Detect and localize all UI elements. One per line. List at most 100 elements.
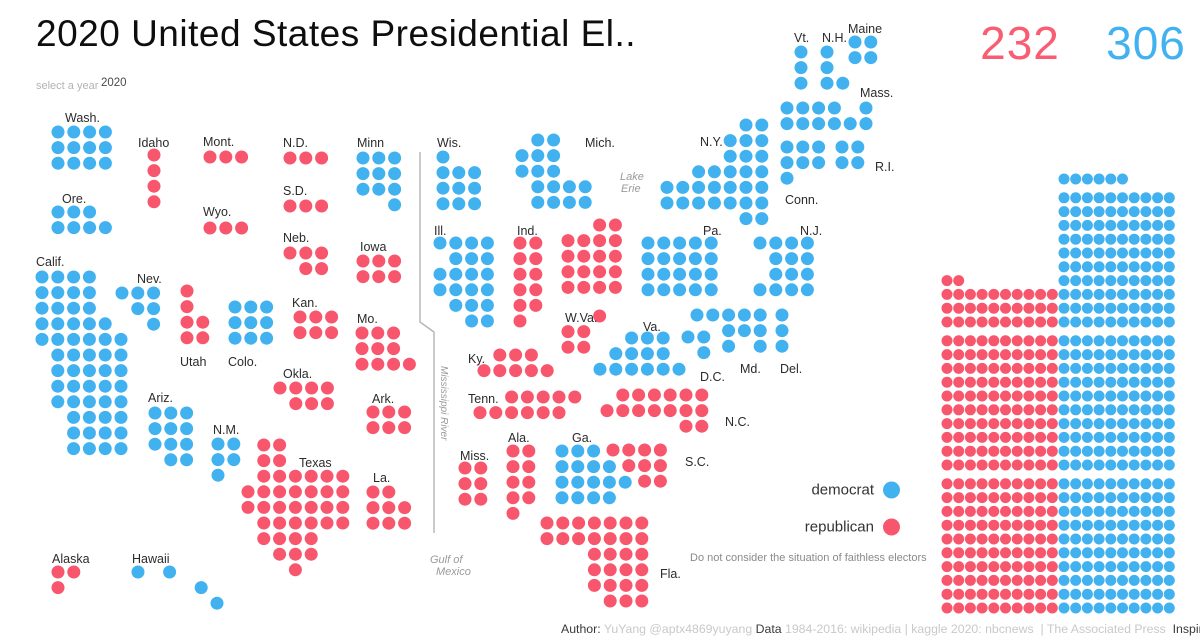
state-dot-ariz[interactable] [164,453,178,467]
tally-dot-republican[interactable] [1035,431,1047,443]
tally-dot-democrat[interactable] [1140,588,1152,600]
state-dot-del[interactable] [775,324,789,338]
tally-dot-republican[interactable] [1000,547,1011,559]
state-dot-nj[interactable] [753,236,767,250]
tally-dot-republican[interactable] [953,519,965,531]
state-dot-kan[interactable] [325,310,339,324]
tally-dot-republican[interactable] [964,349,976,361]
state-dot-ariz[interactable] [148,437,162,451]
state-dot-neb[interactable] [315,246,329,260]
tally-dot-democrat[interactable] [1117,362,1128,374]
state-dot-tenn[interactable] [505,406,519,420]
state-dot-wis[interactable] [436,181,450,195]
state-dot-calif[interactable] [114,348,128,362]
tally-dot-democrat[interactable] [1070,302,1082,314]
state-dot-nc[interactable] [600,404,614,418]
state-dot-colo[interactable] [244,331,258,345]
tally-dot-democrat[interactable] [1093,547,1105,559]
tally-dot-democrat[interactable] [1081,192,1093,204]
tally-dot-democrat[interactable] [1081,574,1093,586]
state-dot-minn[interactable] [388,151,402,165]
tally-dot-republican[interactable] [1000,505,1011,517]
state-dot-mont[interactable] [219,150,233,164]
state-dot-mich[interactable] [515,164,529,178]
state-dot-la[interactable] [366,501,380,515]
tally-dot-republican[interactable] [964,316,976,328]
tally-dot-republican[interactable] [1011,431,1023,443]
state-dot-la[interactable] [398,516,412,530]
state-dot-ore[interactable] [67,205,81,219]
tally-dot-republican[interactable] [941,533,953,545]
state-dot-calif[interactable] [67,301,81,315]
tally-dot-democrat[interactable] [1058,302,1070,314]
tally-dot-republican[interactable] [1011,404,1023,416]
state-dot-texas[interactable] [273,438,287,452]
tally-dot-democrat[interactable] [1105,418,1117,430]
tally-dot-democrat[interactable] [1163,478,1175,490]
tally-dot-democrat[interactable] [1081,547,1093,559]
state-dot-calif[interactable] [51,395,65,409]
state-dot-hawaii[interactable] [131,565,145,579]
tally-dot-republican[interactable] [1011,561,1023,573]
tally-dot-democrat[interactable] [1081,302,1093,314]
state-dot-texas[interactable] [320,516,334,530]
state-dot-wash[interactable] [67,125,81,139]
state-dot-conn[interactable] [812,140,826,154]
tally-dot-republican[interactable] [1023,445,1035,457]
state-dot-mass[interactable] [827,101,841,115]
state-dot-texas[interactable] [273,532,287,546]
tally-dot-republican[interactable] [1023,602,1035,614]
state-dot-ariz[interactable] [148,422,162,436]
state-dot-idaho[interactable] [147,148,161,162]
state-dot-va[interactable] [625,347,639,361]
tally-dot-democrat[interactable] [1163,362,1175,374]
tally-dot-democrat[interactable] [1070,206,1082,218]
tally-dot-republican[interactable] [1023,519,1035,531]
state-dot-nc[interactable] [695,404,709,418]
tally-dot-democrat[interactable] [1117,247,1128,259]
tally-dot-democrat[interactable] [1128,261,1140,273]
tally-dot-democrat[interactable] [1105,390,1117,402]
tally-dot-republican[interactable] [988,561,1000,573]
state-dot-la[interactable] [366,485,380,499]
tally-dot-democrat[interactable] [1058,404,1070,416]
tally-dot-republican[interactable] [1000,302,1011,314]
state-dot-ore[interactable] [67,221,81,235]
tally-dot-democrat[interactable] [1070,219,1082,231]
tally-dot-republican[interactable] [1000,445,1011,457]
tally-dot-democrat[interactable] [1128,349,1140,361]
state-dot-md[interactable] [722,324,736,338]
state-dot-nc[interactable] [679,404,693,418]
state-dot-calif[interactable] [98,426,112,440]
state-dot-tenn[interactable] [489,406,503,420]
tally-dot-democrat[interactable] [1117,533,1128,545]
tally-dot-republican[interactable] [1011,418,1023,430]
state-dot-wis[interactable] [452,197,466,211]
state-dot-fla[interactable] [619,563,633,577]
tally-dot-democrat[interactable] [1058,275,1070,287]
state-dot-fla[interactable] [540,532,554,546]
state-dot-ny[interactable] [739,212,753,226]
tally-dot-democrat[interactable] [1105,173,1117,185]
state-dot-calif[interactable] [82,317,96,331]
state-dot-calif[interactable] [82,364,96,378]
state-dot-ga[interactable] [618,475,632,489]
tally-dot-republican[interactable] [1023,505,1035,517]
state-dot-ohio[interactable] [608,280,622,294]
state-dot-ri[interactable] [835,156,849,170]
state-dot-iowa[interactable] [388,254,402,268]
state-dot-wash[interactable] [83,156,97,170]
state-dot-wash[interactable] [67,141,81,155]
tally-dot-republican[interactable] [1046,362,1058,374]
tally-dot-democrat[interactable] [1105,206,1117,218]
tally-dot-republican[interactable] [976,519,988,531]
state-dot-minn[interactable] [388,198,402,212]
state-dot-texas[interactable] [273,547,287,561]
tally-dot-republican[interactable] [1023,492,1035,504]
tally-dot-democrat[interactable] [1093,233,1105,245]
tally-dot-democrat[interactable] [1081,349,1093,361]
tally-dot-democrat[interactable] [1070,376,1082,388]
state-dot-nc[interactable] [695,419,709,433]
state-dot-ala[interactable] [522,460,536,474]
tally-dot-republican[interactable] [1035,316,1047,328]
